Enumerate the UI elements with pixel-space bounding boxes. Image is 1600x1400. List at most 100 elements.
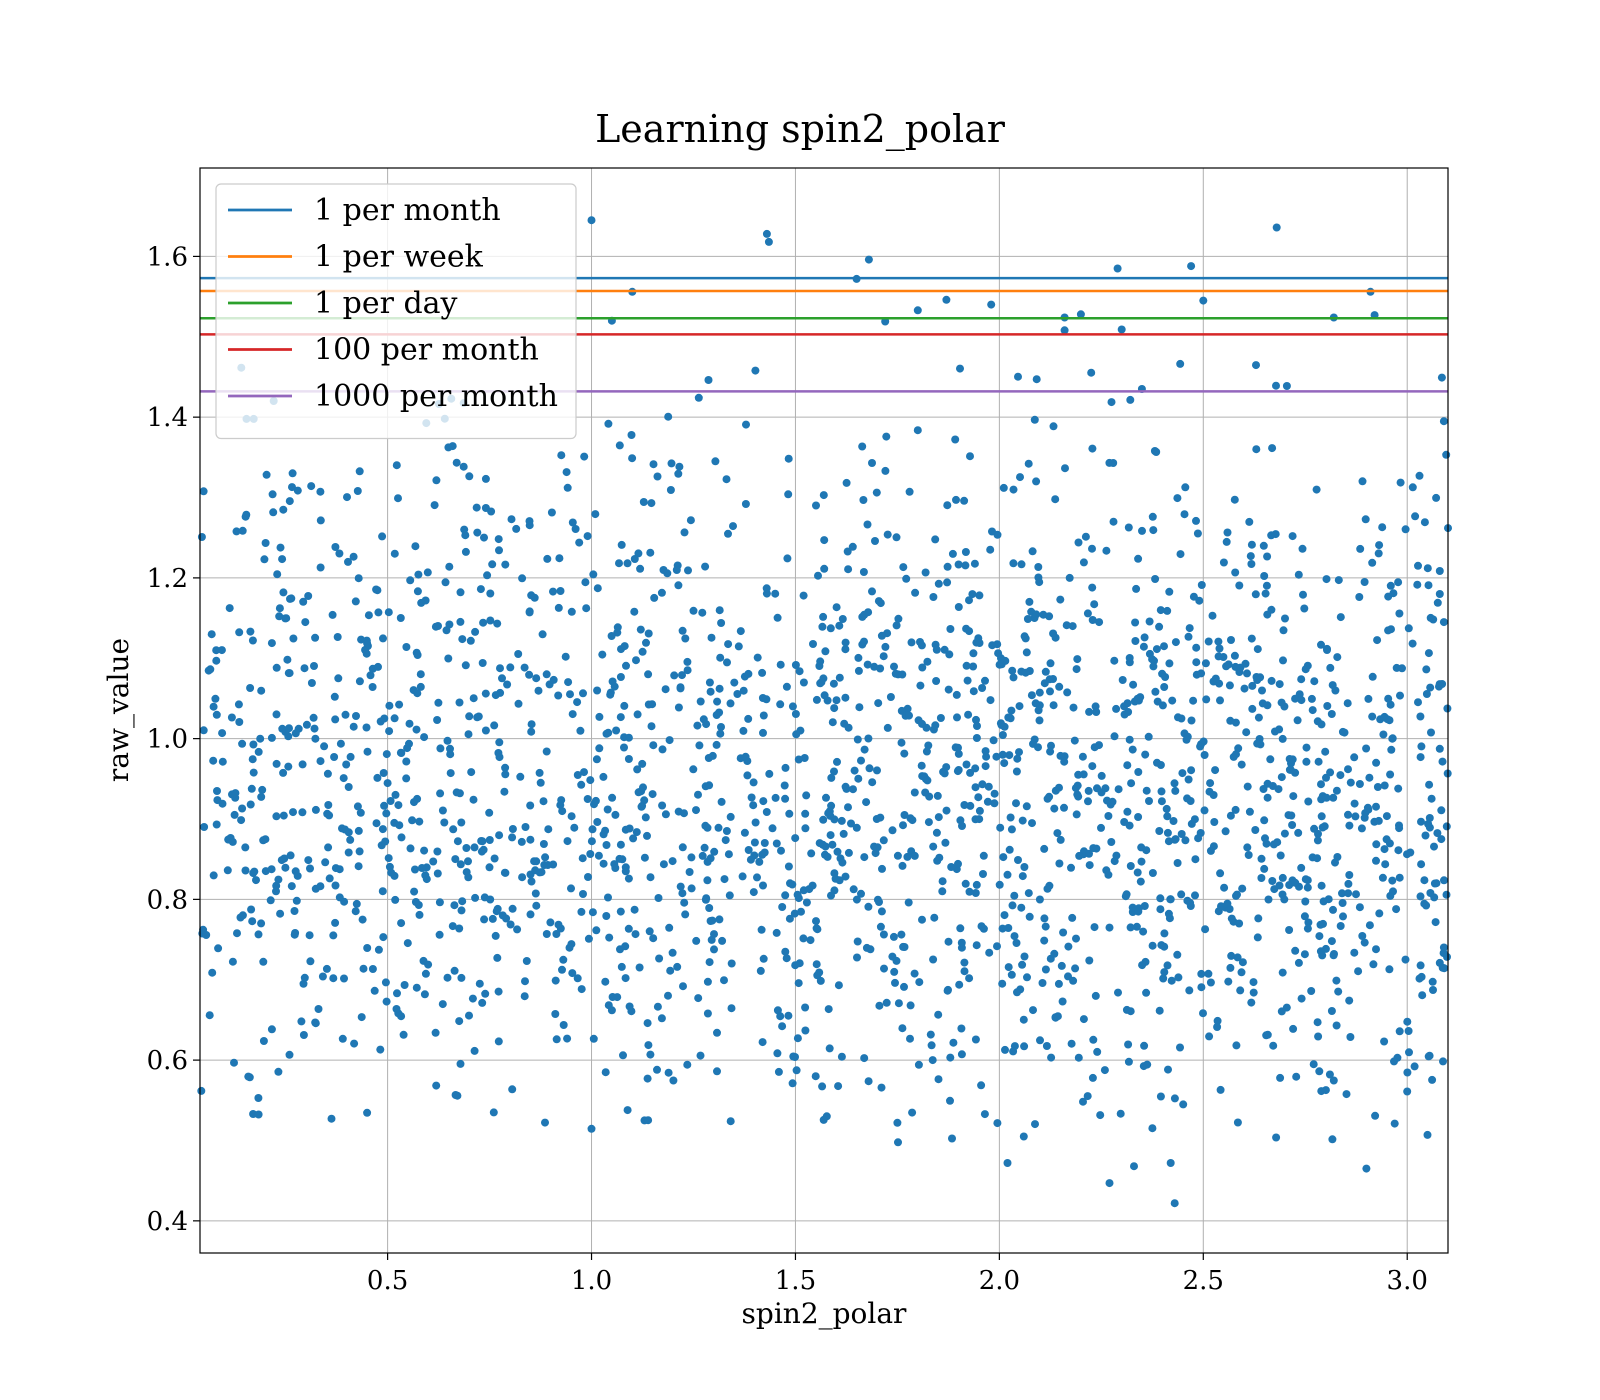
data-point	[759, 797, 768, 806]
data-point	[1155, 827, 1164, 835]
data-point	[979, 851, 988, 860]
data-point	[910, 851, 919, 860]
data-point	[990, 799, 999, 808]
data-point	[781, 794, 790, 803]
data-point	[1177, 830, 1186, 838]
x-tick-label: 2.5	[1183, 1266, 1224, 1296]
data-point	[361, 646, 370, 654]
data-point	[402, 774, 411, 783]
data-point	[565, 943, 574, 952]
data-point	[640, 853, 649, 862]
data-point	[646, 548, 655, 557]
data-point	[1036, 1036, 1044, 1045]
data-point	[302, 720, 311, 729]
data-point	[1279, 656, 1287, 665]
data-point	[1252, 445, 1261, 454]
data-point	[934, 1010, 943, 1019]
data-point	[674, 581, 683, 590]
data-point	[1395, 824, 1404, 833]
data-point	[1300, 604, 1309, 613]
data-point	[356, 808, 365, 817]
data-point	[966, 452, 974, 461]
data-point	[433, 847, 442, 856]
data-point	[852, 823, 861, 832]
data-point	[217, 646, 226, 655]
data-point	[1070, 736, 1079, 745]
data-point	[929, 842, 938, 851]
data-point	[716, 729, 725, 738]
data-point	[965, 887, 974, 896]
data-point	[795, 667, 804, 676]
data-point	[633, 710, 642, 719]
data-point	[218, 757, 227, 766]
data-point	[551, 976, 560, 985]
data-point	[942, 806, 951, 815]
data-point	[588, 908, 597, 917]
data-point	[943, 986, 952, 995]
data-point	[957, 938, 966, 947]
data-point	[913, 426, 922, 435]
data-point	[871, 537, 879, 545]
data-point	[668, 857, 677, 866]
data-point	[1043, 794, 1052, 803]
data-point	[292, 896, 301, 905]
data-point	[1133, 694, 1142, 703]
data-point	[257, 919, 266, 928]
data-point	[1424, 1052, 1433, 1061]
data-point	[1303, 924, 1312, 933]
data-point	[1110, 656, 1119, 665]
data-point	[999, 483, 1008, 492]
data-point	[898, 1024, 907, 1033]
data-point	[485, 836, 494, 844]
data-point	[1248, 704, 1257, 713]
data-point	[1350, 948, 1359, 957]
data-point	[467, 768, 476, 777]
data-point	[987, 300, 996, 309]
data-point	[1223, 899, 1232, 908]
data-point	[494, 987, 503, 996]
data-point	[954, 560, 963, 569]
data-point	[392, 461, 401, 470]
data-point	[853, 953, 861, 962]
data-point	[1005, 751, 1014, 760]
data-point	[924, 741, 933, 750]
data-point	[197, 533, 206, 541]
data-point	[431, 1028, 440, 1037]
data-point	[316, 882, 325, 891]
data-point	[1008, 901, 1017, 910]
data-point	[276, 543, 285, 552]
data-point	[316, 563, 325, 572]
data-point	[977, 922, 986, 931]
data-point	[1390, 1119, 1399, 1128]
data-point	[1088, 762, 1097, 771]
data-point	[1431, 918, 1440, 927]
data-point	[1107, 398, 1116, 407]
data-point	[514, 699, 523, 708]
data-point	[634, 788, 643, 797]
data-point	[433, 869, 442, 878]
data-point	[1340, 728, 1349, 737]
data-point	[378, 887, 387, 896]
data-point	[1329, 1076, 1338, 1085]
data-point	[876, 813, 885, 822]
data-point	[837, 1052, 846, 1061]
data-point	[1253, 933, 1262, 942]
data-point	[843, 547, 852, 556]
data-point	[1125, 654, 1134, 662]
data-point	[1009, 673, 1018, 682]
data-point	[933, 856, 942, 865]
data-point	[1025, 912, 1034, 921]
data-point	[1313, 1018, 1322, 1027]
data-point	[1362, 744, 1371, 753]
data-point	[978, 684, 987, 692]
data-point	[820, 691, 829, 700]
data-point	[1197, 581, 1206, 589]
data-point	[676, 882, 685, 891]
data-point	[1247, 634, 1256, 643]
data-point	[1401, 955, 1410, 964]
data-point	[694, 790, 702, 799]
data-point	[334, 674, 343, 683]
data-point	[1142, 786, 1151, 795]
data-point	[1235, 581, 1244, 590]
data-point	[988, 641, 997, 650]
